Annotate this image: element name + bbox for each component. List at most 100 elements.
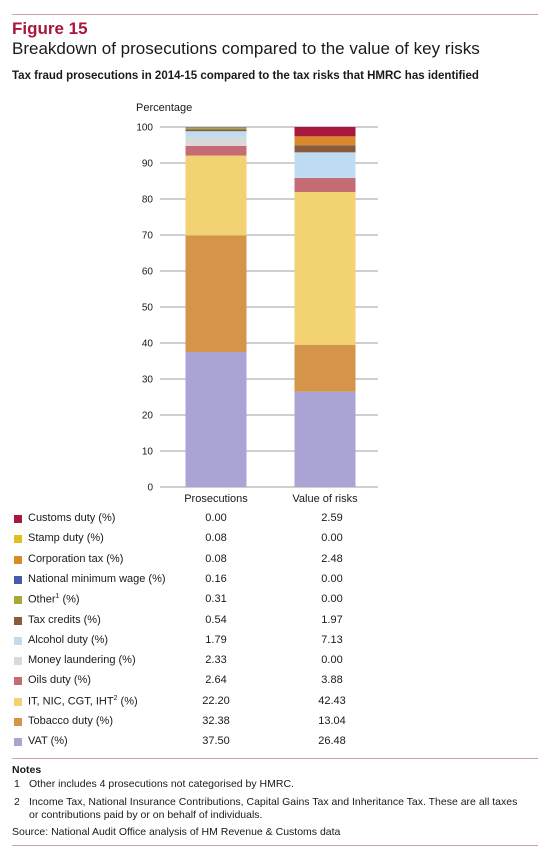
legend-label-text: VAT (%) xyxy=(28,735,68,748)
legend-swatch xyxy=(14,515,22,523)
prosecutions-value: 22.20 xyxy=(202,694,230,707)
legend-label-footnote: 1 xyxy=(55,593,60,601)
legend-label: Other1 (%) xyxy=(28,593,80,606)
y-tick-label: 20 xyxy=(142,411,154,422)
note-number: 2 xyxy=(14,796,20,808)
prosecutions-value: 0.08 xyxy=(205,532,227,545)
legend-swatch xyxy=(14,616,22,625)
bar-segment xyxy=(294,178,356,192)
legend-label: National minimum wage (%) xyxy=(28,573,166,585)
legend-swatch xyxy=(14,677,22,686)
x-category-label: Prosecutions xyxy=(184,493,248,505)
legend-label-text: Tobacco duty (%) xyxy=(28,715,113,727)
note-number: 1 xyxy=(14,778,20,790)
legend-label: Stamp duty (%) xyxy=(28,532,104,544)
stacked-bar-chart: Percentage 0 10 20 30 40 50 60 70 80 90 100 Prosec… xyxy=(136,102,378,505)
legend-row: Tobacco duty (%) 32.38 13.04 xyxy=(12,714,538,734)
legend-label: Alcohol duty (%) xyxy=(28,634,108,646)
prosecutions-value: 1.79 xyxy=(205,633,227,646)
y-tick-label: 70 xyxy=(142,231,154,242)
bar-segment xyxy=(294,391,356,487)
legend-swatch xyxy=(14,575,22,584)
value-of-risks-value: 42.43 xyxy=(318,694,346,707)
legend-swatch xyxy=(14,718,22,726)
notes-rule xyxy=(12,758,538,759)
legend-swatch xyxy=(14,738,22,747)
legend-label: Oils duty (%) xyxy=(28,674,91,686)
prosecutions-value: 0.54 xyxy=(205,613,227,626)
value-of-risks-value: 2.59 xyxy=(321,512,343,524)
legend-label-text: Oils duty (%) xyxy=(28,674,91,687)
value-of-risks-value: 0.00 xyxy=(321,572,343,585)
legend-label-tail: (%) xyxy=(59,593,80,606)
legend-label-text: Money laundering (%) xyxy=(28,654,136,667)
bar-segment xyxy=(294,136,356,146)
figure-subtitle: Tax fraud prosecutions in 2014-15 compar… xyxy=(12,70,479,82)
legend-row: Stamp duty (%) 0.08 0.00 xyxy=(12,531,538,551)
y-tick-label: 60 xyxy=(142,267,154,278)
legend-row: Tax credits (%) 0.54 1.97 xyxy=(12,613,538,633)
legend-label-text: Alcohol duty (%) xyxy=(28,633,109,646)
legend-row: Customs duty (%) 0.00 2.59 xyxy=(12,511,538,531)
legend-label-text: IT, NIC, CGT, IHT xyxy=(28,695,114,708)
legend-label-text: Tax credits (%) xyxy=(28,613,101,626)
bar-segment xyxy=(185,127,247,129)
y-tick-label: 30 xyxy=(142,375,154,386)
legend-swatch xyxy=(14,555,22,564)
prosecutions-value: 0.16 xyxy=(205,572,227,585)
legend-row: National minimum wage (%) 0.16 0.00 xyxy=(12,572,538,592)
legend-swatch xyxy=(14,657,22,666)
value-of-risks-value: 1.97 xyxy=(321,613,343,626)
legend-swatch xyxy=(14,535,22,544)
legend-label: Customs duty (%) xyxy=(28,512,115,524)
figure-label: Figure 15 xyxy=(12,19,88,38)
legend-label: VAT (%) xyxy=(28,735,68,747)
legend-label: Tax credits (%) xyxy=(28,614,101,626)
legend-swatch xyxy=(14,697,22,706)
bar-segment xyxy=(185,235,247,352)
value-of-risks-value: 0.00 xyxy=(321,654,343,667)
note-text: Income Tax, National Insurance Contribut… xyxy=(29,796,518,821)
y-tick-label: 90 xyxy=(142,159,154,170)
legend-label-text: Corporation tax (%) xyxy=(28,552,124,565)
value-of-risks-value: 26.48 xyxy=(318,735,346,748)
y-axis-label: Percentage xyxy=(136,102,192,114)
y-tick-labels: 0 10 20 30 40 50 60 70 80 90 100 xyxy=(136,123,153,494)
prosecutions-value: 2.33 xyxy=(205,654,227,667)
y-tick-label: 50 xyxy=(142,303,154,314)
bar-segment xyxy=(294,127,356,137)
y-tick-label: 100 xyxy=(136,123,153,134)
value-of-risks-value: 0.00 xyxy=(321,532,343,545)
legend-label-footnote: 2 xyxy=(113,694,118,702)
figure-title: Breakdown of prosecutions compared to th… xyxy=(12,39,480,58)
note-text: Other includes 4 prosecutions not catego… xyxy=(29,778,294,790)
top-rule xyxy=(12,14,538,15)
legend-row: Other1 (%) 0.31 0.00 xyxy=(12,592,538,612)
value-of-risks-value: 0.00 xyxy=(321,593,343,606)
prosecutions-value: 2.64 xyxy=(205,674,227,687)
notes-heading: Notes xyxy=(12,764,42,776)
y-tick-label: 10 xyxy=(142,447,154,458)
y-tick-label: 80 xyxy=(142,195,154,206)
legend-label-text: Stamp duty (%) xyxy=(28,532,104,545)
bar-segment xyxy=(185,128,247,130)
legend-swatch xyxy=(14,636,22,645)
legend-row: Money laundering (%) 2.33 0.00 xyxy=(12,653,538,673)
legend-label-text: Customs duty (%) xyxy=(28,512,116,524)
prosecutions-value: 0.08 xyxy=(205,552,227,565)
legend-row: IT, NIC, CGT, IHT2 (%) 22.20 42.43 xyxy=(12,694,538,714)
bar-segment xyxy=(294,191,356,345)
bar-segment xyxy=(294,152,356,179)
source-line: Source: National Audit Office analysis o… xyxy=(12,826,341,838)
value-of-risks-value: 2.48 xyxy=(321,552,343,565)
value-of-risks-value: 13.04 xyxy=(318,715,346,727)
legend-label: Corporation tax (%) xyxy=(28,553,123,565)
legend-label: IT, NIC, CGT, IHT2 (%) xyxy=(28,695,138,708)
legend-label: Money laundering (%) xyxy=(28,654,136,666)
bar-segment xyxy=(185,155,247,236)
bar-segment xyxy=(185,131,247,138)
bottom-rule xyxy=(12,845,538,846)
bar-segment xyxy=(185,137,247,147)
bar-segment xyxy=(294,145,356,153)
bar-segment xyxy=(185,129,247,132)
